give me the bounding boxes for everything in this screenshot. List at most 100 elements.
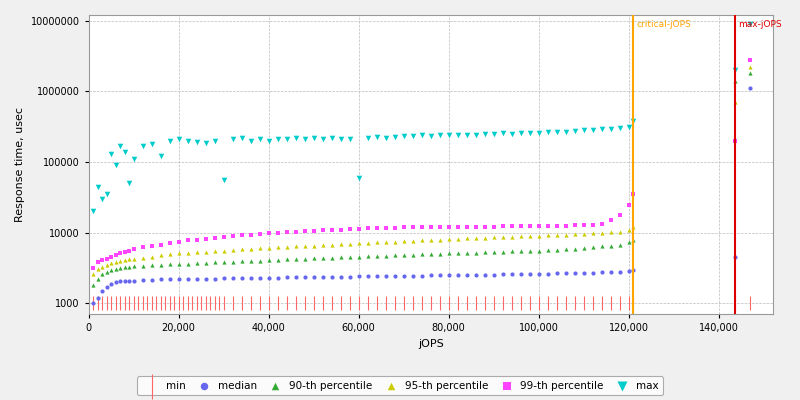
95-th percentile <box>154 252 167 258</box>
99-th percentile <box>316 227 329 233</box>
90-th percentile <box>614 241 626 248</box>
min <box>254 300 266 307</box>
90-th percentile <box>622 238 635 245</box>
median <box>208 275 221 282</box>
95-th percentile <box>550 232 563 238</box>
min <box>398 300 410 307</box>
max <box>114 142 126 149</box>
95-th percentile <box>559 232 572 238</box>
95-th percentile <box>379 239 392 245</box>
median <box>559 270 572 276</box>
min <box>218 300 230 307</box>
90-th percentile <box>254 257 266 264</box>
99-th percentile <box>451 224 464 230</box>
min <box>127 300 140 307</box>
max <box>424 132 437 139</box>
95-th percentile <box>514 233 527 240</box>
90-th percentile <box>451 250 464 256</box>
max <box>235 135 248 141</box>
median <box>109 279 122 285</box>
99-th percentile <box>235 232 248 238</box>
95-th percentile <box>362 240 374 246</box>
max <box>550 129 563 135</box>
90-th percentile <box>118 264 131 270</box>
min <box>307 300 320 307</box>
99-th percentile <box>91 259 104 266</box>
90-th percentile <box>478 249 491 256</box>
90-th percentile <box>370 253 383 259</box>
95-th percentile <box>146 253 158 260</box>
max <box>451 131 464 138</box>
95-th percentile <box>578 231 590 237</box>
min <box>141 300 154 307</box>
min <box>326 300 338 307</box>
max <box>96 196 109 202</box>
Legend: min, median, 90-th percentile, 95-th percentile, 99-th percentile, max: min, median, 90-th percentile, 95-th per… <box>138 376 662 395</box>
99-th percentile <box>100 256 113 262</box>
min <box>146 300 158 307</box>
99-th percentile <box>326 227 338 233</box>
90-th percentile <box>190 260 203 266</box>
median <box>506 271 518 278</box>
95-th percentile <box>208 248 221 254</box>
median <box>568 270 581 276</box>
median <box>114 278 126 284</box>
median <box>434 272 446 278</box>
min <box>96 300 109 307</box>
95-th percentile <box>122 256 135 262</box>
median <box>118 278 131 284</box>
median <box>290 274 302 280</box>
min <box>595 300 608 307</box>
min <box>190 300 203 307</box>
min <box>86 300 99 307</box>
99-th percentile <box>154 241 167 248</box>
95-th percentile <box>199 248 212 255</box>
95-th percentile <box>388 238 401 245</box>
99-th percentile <box>182 237 194 244</box>
max <box>127 156 140 162</box>
90-th percentile <box>487 249 500 255</box>
90-th percentile <box>388 252 401 258</box>
90-th percentile <box>542 247 554 254</box>
90-th percentile <box>91 276 104 282</box>
95-th percentile <box>451 236 464 242</box>
95-th percentile <box>415 237 428 244</box>
95-th percentile <box>298 243 311 249</box>
99-th percentile <box>550 223 563 229</box>
median <box>136 277 149 283</box>
min <box>105 300 118 307</box>
median <box>172 276 185 282</box>
90-th percentile <box>334 254 347 260</box>
95-th percentile <box>424 237 437 243</box>
median <box>460 272 473 278</box>
median <box>127 278 140 284</box>
min <box>316 300 329 307</box>
90-th percentile <box>290 256 302 262</box>
min <box>627 300 640 307</box>
max <box>398 133 410 140</box>
95-th percentile <box>96 264 109 270</box>
median <box>604 269 617 275</box>
max <box>604 126 617 132</box>
median <box>146 277 158 283</box>
min <box>290 300 302 307</box>
90-th percentile <box>506 248 518 254</box>
min <box>118 300 131 307</box>
99-th percentile <box>208 234 221 241</box>
95-th percentile <box>334 241 347 247</box>
median <box>406 272 419 279</box>
99-th percentile <box>352 226 365 232</box>
95-th percentile <box>114 258 126 264</box>
95-th percentile <box>728 99 741 106</box>
99-th percentile <box>728 138 741 144</box>
max <box>595 126 608 132</box>
min <box>514 300 527 307</box>
99-th percentile <box>146 243 158 249</box>
99-th percentile <box>523 223 536 229</box>
median <box>271 274 284 281</box>
max <box>523 130 536 136</box>
max <box>334 136 347 142</box>
max <box>105 151 118 157</box>
min <box>280 300 293 307</box>
90-th percentile <box>568 246 581 252</box>
